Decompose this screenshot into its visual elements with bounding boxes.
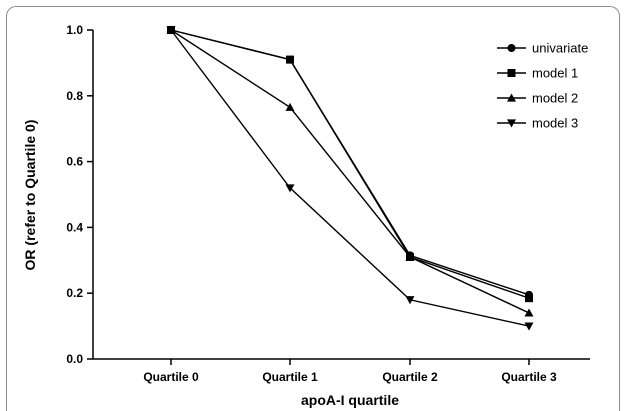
y-tick-label: 1.0 [66, 23, 83, 37]
data-point [166, 26, 176, 35]
x-ticks: Quartile 0 Quartile 1 Quartile 2 Quartile 3 [143, 359, 557, 384]
data-point [285, 102, 295, 111]
data-point [525, 294, 533, 303]
x-axis-title: apoA-I quartile [301, 392, 399, 408]
legend-label: model 2 [532, 91, 578, 106]
y-tick-label: 0.2 [66, 286, 83, 300]
x-tick-label: Quartile 3 [501, 370, 557, 384]
series-model-3 [166, 26, 534, 331]
y-ticks: 0.0 0.2 0.4 0.6 0.8 1.0 [66, 23, 93, 366]
series-model-2 [166, 25, 534, 317]
legend-label: model 1 [532, 66, 578, 81]
series-line [170, 29, 530, 296]
legend: univariate model 1 model 2 model 3 [497, 41, 588, 131]
series-line [170, 29, 530, 327]
legend-item: model 1 [497, 66, 578, 81]
x-tick-label: Quartile 0 [143, 370, 199, 384]
x-tick-label: Quartile 1 [262, 370, 318, 384]
legend-item: model 3 [497, 116, 578, 131]
data-point [286, 55, 294, 64]
y-axis-title: OR (refer to Quartile 0) [22, 120, 38, 271]
y-tick-label: 0.4 [66, 220, 83, 234]
data-point [405, 296, 415, 305]
legend-item: univariate [497, 41, 588, 56]
data-point [405, 252, 415, 261]
legend-marker [507, 93, 516, 102]
data-point [524, 322, 534, 331]
legend-marker [507, 119, 516, 128]
legend-label: univariate [532, 41, 588, 56]
series-group [166, 25, 534, 331]
chart-frame [6, 6, 620, 411]
data-point [524, 308, 534, 317]
series-line [170, 29, 530, 314]
x-tick-label: Quartile 2 [382, 370, 438, 384]
legend-item: model 2 [497, 91, 578, 106]
legend-label: model 3 [532, 116, 578, 131]
y-tick-label: 0.0 [66, 352, 83, 366]
series-model-1 [167, 26, 533, 303]
y-tick-label: 0.8 [66, 89, 83, 103]
legend-marker [507, 69, 516, 77]
legend-marker [507, 44, 516, 52]
axes [92, 30, 590, 360]
data-point [285, 184, 295, 193]
y-tick-label: 0.6 [66, 155, 83, 169]
series-line [170, 29, 530, 299]
series-univariate [167, 26, 533, 299]
